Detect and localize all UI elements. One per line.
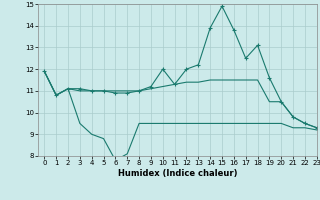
X-axis label: Humidex (Indice chaleur): Humidex (Indice chaleur) bbox=[118, 169, 237, 178]
